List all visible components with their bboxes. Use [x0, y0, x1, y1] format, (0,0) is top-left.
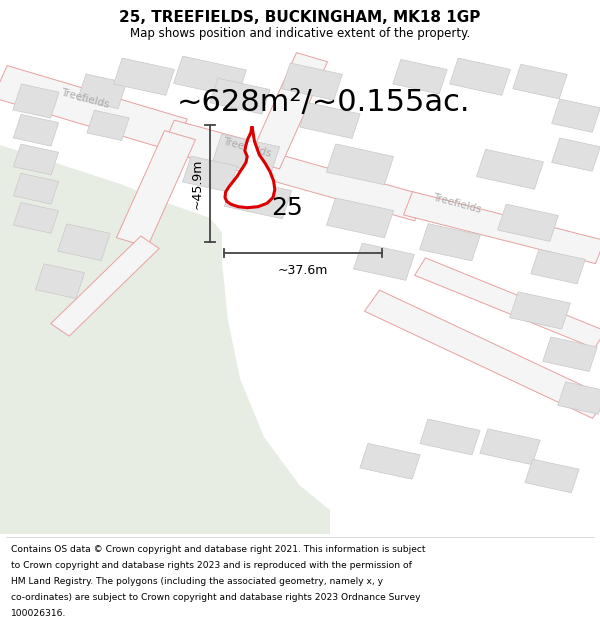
Polygon shape [225, 126, 275, 208]
Polygon shape [404, 192, 600, 264]
Polygon shape [210, 78, 270, 114]
Polygon shape [0, 145, 330, 534]
Polygon shape [51, 236, 159, 336]
Polygon shape [326, 144, 394, 185]
Polygon shape [13, 144, 59, 175]
Polygon shape [212, 134, 280, 175]
Polygon shape [360, 444, 420, 479]
Polygon shape [248, 52, 328, 169]
Polygon shape [353, 243, 415, 281]
Polygon shape [551, 138, 600, 171]
Polygon shape [364, 290, 600, 418]
Polygon shape [77, 74, 127, 109]
Polygon shape [480, 429, 540, 464]
Polygon shape [281, 63, 343, 100]
Polygon shape [509, 292, 571, 329]
Polygon shape [116, 131, 196, 247]
Polygon shape [525, 459, 579, 492]
Polygon shape [300, 102, 360, 138]
Text: Map shows position and indicative extent of the property.: Map shows position and indicative extent… [130, 28, 470, 41]
Polygon shape [58, 224, 110, 261]
Polygon shape [543, 337, 597, 371]
Polygon shape [551, 99, 600, 132]
Text: Treefields: Treefields [60, 88, 111, 110]
Polygon shape [415, 258, 600, 348]
Polygon shape [0, 66, 187, 151]
Text: 100026316.: 100026316. [11, 609, 66, 618]
Text: Treefields: Treefields [222, 136, 273, 159]
Polygon shape [173, 56, 247, 98]
Text: 25, TREEFIELDS, BUCKINGHAM, MK18 1GP: 25, TREEFIELDS, BUCKINGHAM, MK18 1GP [119, 9, 481, 24]
Polygon shape [259, 152, 425, 221]
Text: HM Land Registry. The polygons (including the associated geometry, namely x, y: HM Land Registry. The polygons (includin… [11, 577, 383, 586]
Polygon shape [449, 58, 511, 96]
Polygon shape [393, 59, 447, 94]
Text: Contains OS data © Crown copyright and database right 2021. This information is : Contains OS data © Crown copyright and d… [11, 545, 425, 554]
Polygon shape [513, 64, 567, 99]
Polygon shape [35, 264, 85, 299]
Polygon shape [13, 173, 59, 204]
Polygon shape [497, 204, 559, 241]
Polygon shape [113, 58, 175, 96]
Text: co-ordinates) are subject to Crown copyright and database rights 2023 Ordnance S: co-ordinates) are subject to Crown copyr… [11, 593, 420, 602]
Text: ~628m²/~0.155ac.: ~628m²/~0.155ac. [177, 88, 471, 116]
Polygon shape [224, 178, 292, 219]
Text: 25: 25 [271, 196, 302, 220]
Polygon shape [326, 198, 394, 238]
Polygon shape [476, 149, 544, 189]
Polygon shape [419, 224, 481, 261]
Text: ~37.6m: ~37.6m [278, 264, 328, 277]
Polygon shape [13, 84, 59, 118]
Polygon shape [182, 156, 238, 192]
Polygon shape [531, 249, 585, 284]
Polygon shape [162, 120, 282, 179]
Polygon shape [558, 382, 600, 414]
Polygon shape [87, 111, 129, 141]
Polygon shape [13, 114, 59, 146]
Polygon shape [420, 419, 480, 455]
Text: Treefields: Treefields [432, 192, 483, 214]
Text: to Crown copyright and database rights 2023 and is reproduced with the permissio: to Crown copyright and database rights 2… [11, 561, 412, 570]
Polygon shape [13, 202, 59, 233]
Text: ~45.9m: ~45.9m [190, 159, 203, 209]
